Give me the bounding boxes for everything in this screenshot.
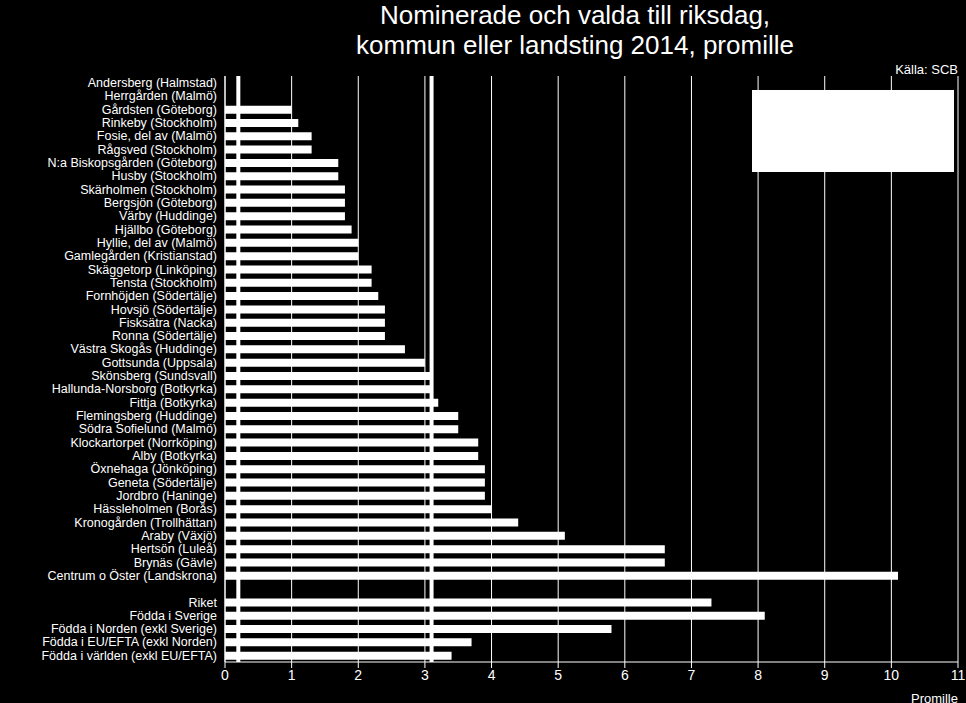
svg-text:Promille: Promille: [911, 691, 958, 703]
svg-text:Gårdsten (Göteborg): Gårdsten (Göteborg): [102, 103, 217, 117]
svg-text:Husby (Stockholm): Husby (Stockholm): [111, 169, 217, 183]
svg-text:Födda i världen (exkl EU/EFTA): Födda i världen (exkl EU/EFTA): [41, 649, 217, 663]
svg-text:Hjällbo (Göteborg): Hjällbo (Göteborg): [115, 223, 217, 237]
svg-text:Skärholmen (Stockholm): Skärholmen (Stockholm): [80, 183, 217, 197]
svg-text:Fittja (Botkyrka): Fittja (Botkyrka): [129, 396, 217, 410]
svg-text:6: 6: [621, 667, 629, 683]
svg-text:Skönsberg (Sundsvall): Skönsberg (Sundsvall): [91, 369, 217, 383]
svg-text:Geneta (Södertälje): Geneta (Södertälje): [108, 476, 217, 490]
svg-text:Araby (Växjö): Araby (Växjö): [141, 529, 217, 543]
svg-text:Fisksätra (Nacka): Fisksätra (Nacka): [119, 316, 217, 330]
svg-text:Tensta (Stockholm): Tensta (Stockholm): [110, 276, 217, 290]
svg-text:Fornhöjden (Södertälje): Fornhöjden (Södertälje): [86, 289, 217, 303]
svg-text:Födda i Sverige: Födda i Sverige: [129, 609, 217, 623]
svg-text:10: 10: [884, 667, 900, 683]
svg-text:Fosie, del av (Malmö): Fosie, del av (Malmö): [97, 129, 217, 143]
svg-text:Hässleholmen (Borås): Hässleholmen (Borås): [93, 502, 217, 516]
svg-text:Brynäs (Gävle): Brynäs (Gävle): [134, 556, 217, 570]
svg-text:Rinkeby (Stockholm): Rinkeby (Stockholm): [102, 116, 217, 130]
svg-text:Klockartorpet (Norrköping): Klockartorpet (Norrköping): [70, 436, 217, 450]
svg-text:8: 8: [754, 667, 762, 683]
svg-text:Jordbro (Haninge): Jordbro (Haninge): [116, 489, 217, 503]
svg-text:Skäggetorp (Linköping): Skäggetorp (Linköping): [88, 263, 217, 277]
svg-text:7: 7: [688, 667, 696, 683]
svg-text:Hertsön (Luleå): Hertsön (Luleå): [131, 542, 217, 556]
svg-text:1: 1: [288, 667, 296, 683]
svg-text:Alby (Botkyrka): Alby (Botkyrka): [132, 449, 217, 463]
svg-text:Hallunda-Norsborg (Botkyrka): Hallunda-Norsborg (Botkyrka): [52, 382, 217, 396]
svg-text:Gamlegården (Kristianstad): Gamlegården (Kristianstad): [64, 249, 217, 263]
svg-text:5: 5: [554, 667, 562, 683]
svg-text:Födda i Norden (exkl Sverige): Födda i Norden (exkl Sverige): [51, 622, 217, 636]
svg-text:Andersberg (Halmstad): Andersberg (Halmstad): [88, 76, 217, 90]
svg-text:Västra Skogås (Huddinge): Västra Skogås (Huddinge): [70, 342, 217, 356]
svg-text:Öxnehaga (Jönköping): Öxnehaga (Jönköping): [91, 462, 217, 476]
svg-text:Värby (Huddinge): Värby (Huddinge): [119, 209, 217, 223]
svg-text:Flemingsberg (Huddinge): Flemingsberg (Huddinge): [76, 409, 217, 423]
svg-text:0: 0: [221, 667, 229, 683]
svg-text:Hovsjö (Södertälje): Hovsjö (Södertälje): [111, 303, 217, 317]
svg-text:Hyllie, del av (Malmö): Hyllie, del av (Malmö): [97, 236, 217, 250]
svg-text:Gottsunda (Uppsala): Gottsunda (Uppsala): [102, 356, 217, 370]
html-text:Källa: SCB: Källa: SCB: [895, 62, 958, 77]
svg-text:Riket: Riket: [189, 596, 218, 610]
svg-text:Bergsjön (Göteborg): Bergsjön (Göteborg): [104, 196, 217, 210]
svg-text:Centrum o Öster (Landskrona): Centrum o Öster (Landskrona): [47, 569, 217, 583]
svg-text:Rågsved (Stockholm): Rågsved (Stockholm): [98, 143, 218, 157]
svg-text:N:a Biskopsgården (Göteborg): N:a Biskopsgården (Göteborg): [47, 156, 217, 170]
svg-text:4: 4: [488, 667, 496, 683]
svg-text:11: 11: [951, 667, 958, 683]
html-text:Nominerade och valda till riks: Nominerade och valda till riksdag, kommu…: [356, 0, 794, 60]
svg-text:3: 3: [421, 667, 429, 683]
svg-text:Ronna (Södertälje): Ronna (Södertälje): [112, 329, 217, 343]
svg-text:9: 9: [821, 667, 829, 683]
svg-text:Födda i EU/EFTA (exkl Norden): Födda i EU/EFTA (exkl Norden): [42, 635, 217, 649]
svg-text:Södra Sofielund (Malmö): Södra Sofielund (Malmö): [79, 422, 217, 436]
svg-text:Kronogården (Trollhättan): Kronogården (Trollhättan): [74, 516, 217, 530]
svg-text:2: 2: [354, 667, 362, 683]
svg-text:Herrgården (Malmö): Herrgården (Malmö): [104, 89, 217, 103]
